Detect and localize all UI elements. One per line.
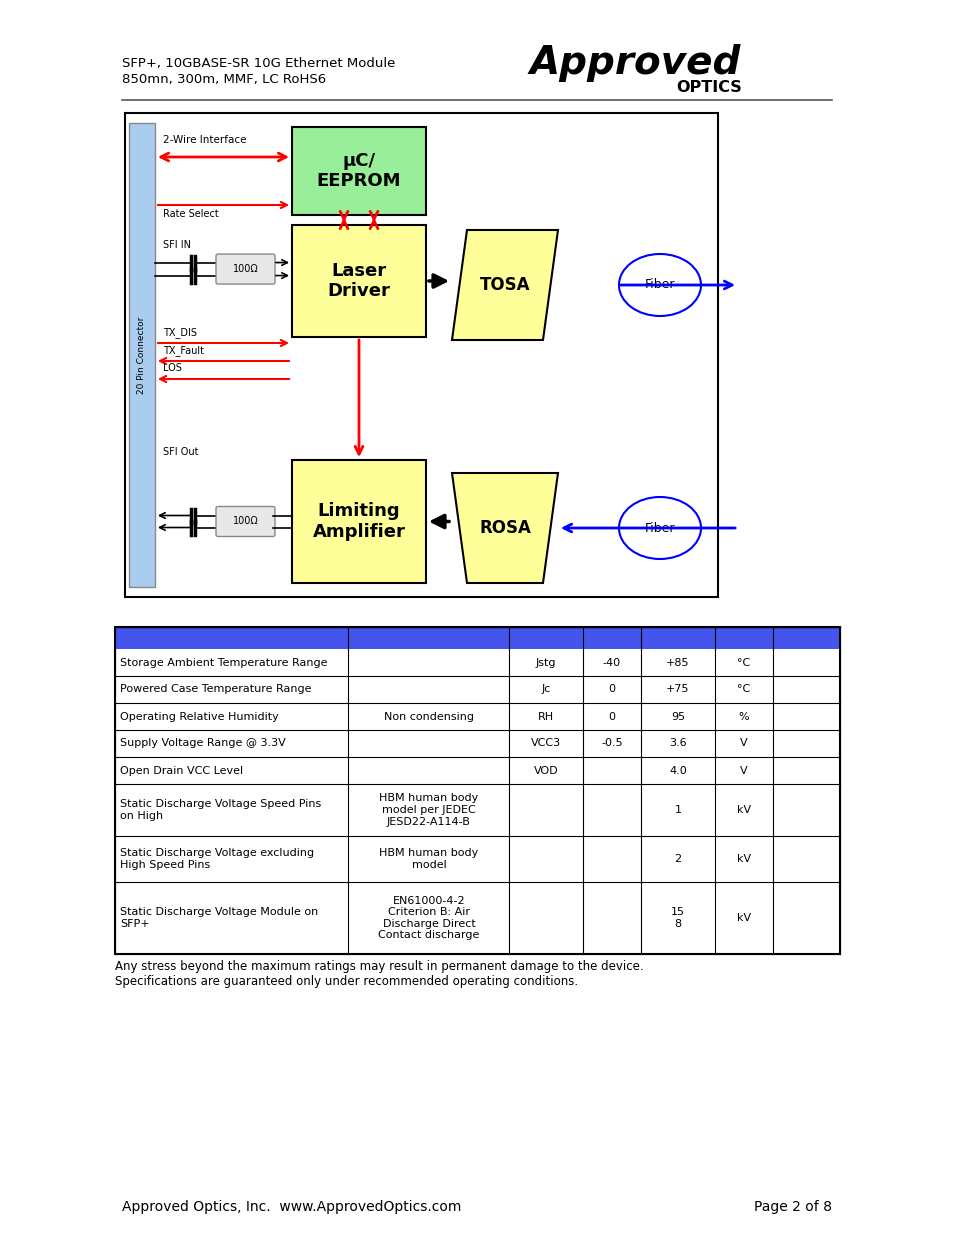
Text: EN61000-4-2
Criterion B: Air
Discharge Direct
Contact discharge: EN61000-4-2 Criterion B: Air Discharge D…	[377, 895, 479, 940]
Text: Any stress beyond the maximum ratings may result in permanent damage to the devi: Any stress beyond the maximum ratings ma…	[115, 960, 643, 988]
Bar	[115, 676, 840, 703]
Text: +75: +75	[665, 684, 689, 694]
Text: 1: 1	[674, 805, 680, 815]
Text: 100Ω: 100Ω	[233, 264, 258, 274]
Bar	[115, 836, 840, 882]
Text: Approved: Approved	[530, 44, 740, 82]
FancyBboxPatch shape	[215, 506, 274, 536]
Text: -40: -40	[602, 657, 620, 667]
Text: Operating Relative Humidity: Operating Relative Humidity	[120, 711, 278, 721]
Text: TOSA: TOSA	[479, 275, 530, 294]
Text: Static Discharge Voltage Speed Pins
on High: Static Discharge Voltage Speed Pins on H…	[120, 799, 321, 821]
Bar	[292, 225, 426, 337]
Text: Non condensing: Non condensing	[383, 711, 474, 721]
Text: kV: kV	[736, 805, 750, 815]
Text: Storage Ambient Temperature Range: Storage Ambient Temperature Range	[120, 657, 327, 667]
Text: 0: 0	[608, 711, 615, 721]
Text: TX_Fault: TX_Fault	[163, 345, 204, 356]
Text: V: V	[740, 739, 747, 748]
Text: Open Drain VCC Level: Open Drain VCC Level	[120, 766, 243, 776]
Bar	[125, 112, 718, 597]
Text: 15
8: 15 8	[670, 908, 684, 929]
Text: 3.6: 3.6	[668, 739, 686, 748]
Text: 0: 0	[608, 684, 615, 694]
Text: 2-Wire Interface: 2-Wire Interface	[163, 135, 246, 144]
Text: TX_DIS: TX_DIS	[163, 327, 196, 338]
Text: +85: +85	[665, 657, 689, 667]
Bar	[129, 124, 154, 587]
Text: Approved Optics, Inc.  www.ApprovedOptics.com: Approved Optics, Inc. www.ApprovedOptics…	[122, 1200, 461, 1214]
Text: SFI IN: SFI IN	[163, 240, 191, 249]
Text: VOD: VOD	[533, 766, 558, 776]
Polygon shape	[452, 230, 558, 340]
Text: 100Ω: 100Ω	[233, 516, 258, 526]
Text: 95: 95	[670, 711, 684, 721]
Bar	[115, 703, 840, 730]
Text: Rate Select: Rate Select	[163, 209, 218, 219]
FancyBboxPatch shape	[215, 254, 274, 284]
Text: Static Discharge Voltage Module on
SFP+: Static Discharge Voltage Module on SFP+	[120, 908, 318, 929]
Polygon shape	[452, 473, 558, 583]
Text: RH: RH	[537, 711, 554, 721]
Text: Jstg: Jstg	[536, 657, 556, 667]
Text: kV: kV	[736, 913, 750, 923]
Text: Laser
Driver: Laser Driver	[327, 262, 390, 300]
Bar	[292, 127, 426, 215]
Text: Fiber: Fiber	[644, 521, 675, 535]
Text: Page 2 of 8: Page 2 of 8	[753, 1200, 831, 1214]
Text: VCC3: VCC3	[531, 739, 560, 748]
Text: °C: °C	[737, 684, 750, 694]
Ellipse shape	[618, 496, 700, 559]
Text: 850mn, 300m, MMF, LC RoHS6: 850mn, 300m, MMF, LC RoHS6	[122, 74, 326, 86]
Text: 4.0: 4.0	[668, 766, 686, 776]
Text: Static Discharge Voltage excluding
High Speed Pins: Static Discharge Voltage excluding High …	[120, 848, 314, 869]
Text: Powered Case Temperature Range: Powered Case Temperature Range	[120, 684, 312, 694]
Text: Supply Voltage Range @ 3.3V: Supply Voltage Range @ 3.3V	[120, 739, 286, 748]
Bar	[292, 459, 426, 583]
Text: SFP+, 10GBASE-SR 10G Ethernet Module: SFP+, 10GBASE-SR 10G Ethernet Module	[122, 57, 395, 69]
Text: μC/
EEPROM: μC/ EEPROM	[316, 152, 401, 190]
Text: HBM human body
model: HBM human body model	[379, 848, 478, 869]
Text: Jc: Jc	[540, 684, 550, 694]
Text: °C: °C	[737, 657, 750, 667]
Text: 2: 2	[674, 853, 680, 864]
Text: OPTICS: OPTICS	[676, 79, 741, 95]
Bar	[115, 784, 840, 836]
Text: Limiting
Amplifier: Limiting Amplifier	[313, 503, 405, 541]
Bar	[115, 757, 840, 784]
Text: HBM human body
model per JEDEC
JESD22-A114-B: HBM human body model per JEDEC JESD22-A1…	[379, 793, 478, 826]
Text: %: %	[738, 711, 748, 721]
Bar	[115, 627, 840, 953]
Text: 20 Pin Connector: 20 Pin Connector	[137, 316, 147, 394]
Bar	[115, 627, 840, 650]
Text: -0.5: -0.5	[600, 739, 622, 748]
Bar	[115, 882, 840, 953]
Text: ROSA: ROSA	[478, 519, 531, 537]
Text: V: V	[740, 766, 747, 776]
Text: kV: kV	[736, 853, 750, 864]
Text: Fiber: Fiber	[644, 279, 675, 291]
Text: LOS: LOS	[163, 363, 182, 373]
Ellipse shape	[618, 254, 700, 316]
Text: SFI Out: SFI Out	[163, 447, 198, 457]
Bar	[115, 650, 840, 676]
Bar	[115, 730, 840, 757]
